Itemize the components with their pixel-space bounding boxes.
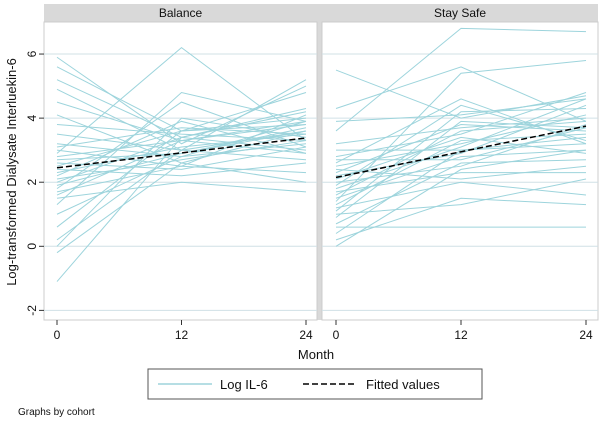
series-line bbox=[56, 165, 307, 193]
series-line bbox=[56, 162, 307, 177]
panel-header bbox=[44, 4, 317, 22]
series-line bbox=[56, 91, 307, 206]
series-line bbox=[56, 101, 307, 190]
series-line bbox=[56, 130, 307, 186]
series-line bbox=[335, 59, 587, 202]
series-line bbox=[335, 92, 587, 158]
panel-gap bbox=[317, 4, 322, 320]
series-line bbox=[335, 124, 587, 183]
legend: Log IL-6 Fitted values bbox=[147, 368, 483, 400]
panel-title: Balance bbox=[159, 6, 203, 20]
fitted-line bbox=[56, 137, 307, 169]
series-line bbox=[56, 117, 307, 247]
series-line bbox=[335, 66, 587, 122]
series-line bbox=[56, 136, 307, 282]
fitted-line bbox=[335, 125, 587, 179]
series-line bbox=[335, 136, 587, 180]
y-tick-label: 2 bbox=[25, 179, 39, 186]
series-line bbox=[56, 140, 307, 180]
series-line bbox=[335, 149, 587, 199]
series-line bbox=[335, 98, 587, 122]
x-tick-label: 12 bbox=[454, 328, 468, 342]
series-line bbox=[335, 159, 587, 225]
panel-balance: Balance 0 12 24 bbox=[43, 4, 318, 342]
x-tick-label: 0 bbox=[54, 328, 61, 342]
legend-label-log-il6: Log IL-6 bbox=[220, 377, 268, 392]
y-tick-label: 6 bbox=[25, 50, 39, 57]
panel-stay-safe: Stay Safe 0 12 24 bbox=[321, 4, 599, 342]
panel-header bbox=[322, 4, 598, 22]
series-line bbox=[335, 143, 587, 234]
legend-label-fitted: Fitted values bbox=[366, 377, 440, 392]
series-line bbox=[335, 197, 587, 241]
series-line bbox=[335, 120, 587, 196]
x-tick-label: 24 bbox=[579, 328, 593, 342]
y-tick-label: 0 bbox=[25, 243, 39, 250]
series-line bbox=[56, 149, 307, 241]
x-tick-label: 24 bbox=[299, 328, 313, 342]
graphs-by-note: Graphs by cohort bbox=[18, 407, 95, 418]
series-line bbox=[335, 104, 587, 177]
series-line bbox=[56, 146, 307, 170]
x-axis-title: Month bbox=[298, 347, 334, 362]
series-line bbox=[335, 120, 587, 218]
series-line bbox=[335, 178, 587, 215]
series-line bbox=[335, 108, 587, 212]
series-line bbox=[335, 27, 587, 132]
x-tick-label: 12 bbox=[175, 328, 189, 342]
series-line bbox=[335, 165, 587, 180]
series-line bbox=[56, 130, 307, 254]
y-tick-label: -2 bbox=[25, 305, 39, 316]
series-line bbox=[335, 181, 587, 209]
series-line bbox=[56, 124, 307, 196]
series-line bbox=[335, 149, 587, 247]
series-line bbox=[335, 133, 587, 206]
y-tick-label: 4 bbox=[25, 114, 39, 121]
series-line bbox=[56, 117, 307, 228]
y-axis-title: Log-transformed Dialysate Interluekin-6 bbox=[4, 58, 19, 286]
series-line bbox=[56, 46, 307, 154]
panel-title: Stay Safe bbox=[434, 6, 486, 20]
series-line bbox=[335, 98, 587, 190]
x-tick-label: 0 bbox=[333, 328, 340, 342]
series-line bbox=[56, 181, 307, 199]
